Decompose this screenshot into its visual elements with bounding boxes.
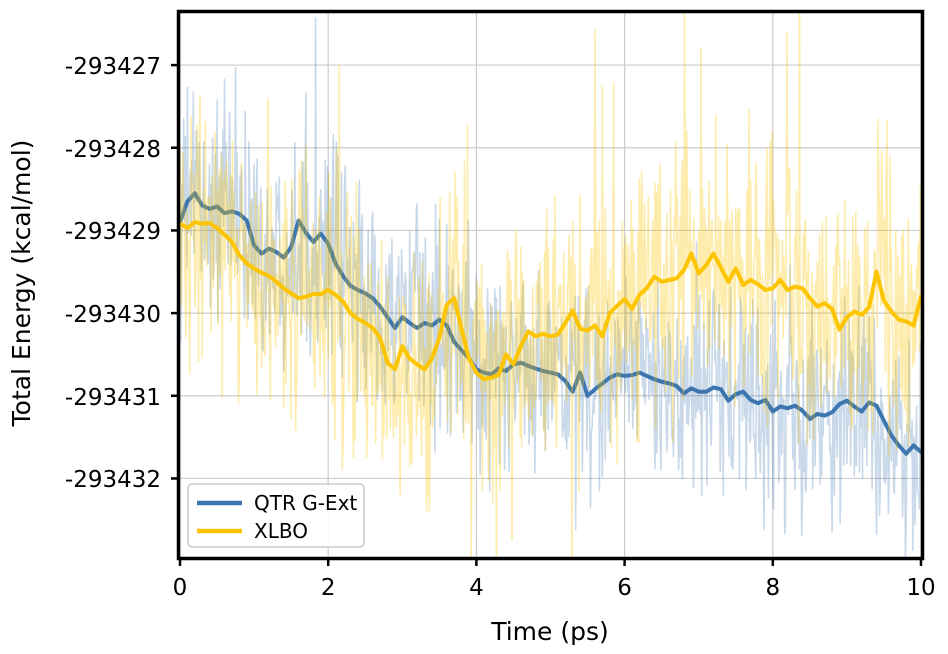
legend: QTR G-Ext XLBO <box>187 483 365 548</box>
y-tick-label-3: -293430 <box>65 302 161 328</box>
y-tick-label-0: -293427 <box>65 54 161 80</box>
qtr-gext-smoothed-line <box>180 191 921 456</box>
y-axis-label: Total Energy (kcal/mol) <box>7 140 36 428</box>
tick-marks <box>171 63 923 566</box>
y-tick-label-2: -293429 <box>65 219 161 245</box>
xlbo-smoothed-line <box>180 220 921 382</box>
x-tick-label-5: 10 <box>906 575 935 601</box>
qtr-gext-raw-trace <box>180 16 921 557</box>
legend-label-xlbo: XLBO <box>254 519 308 543</box>
y-tick-label-5: -293432 <box>65 467 161 493</box>
legend-label-qtr-gext: QTR G-Ext <box>254 491 357 515</box>
x-tick-label-1: 2 <box>321 575 336 601</box>
x-tick-label-2: 4 <box>469 575 484 601</box>
y-tick-label-1: -293428 <box>65 137 161 163</box>
x-tick-label-4: 8 <box>765 575 780 601</box>
x-tick-label-0: 0 <box>173 575 188 601</box>
x-axis-label: Time (ps) <box>490 617 609 646</box>
xlbo-raw-trace <box>180 13 921 557</box>
plot-area <box>180 13 921 557</box>
y-tick-label-4: -293431 <box>65 385 161 411</box>
x-tick-label-3: 6 <box>617 575 632 601</box>
plot-border <box>176 9 925 561</box>
